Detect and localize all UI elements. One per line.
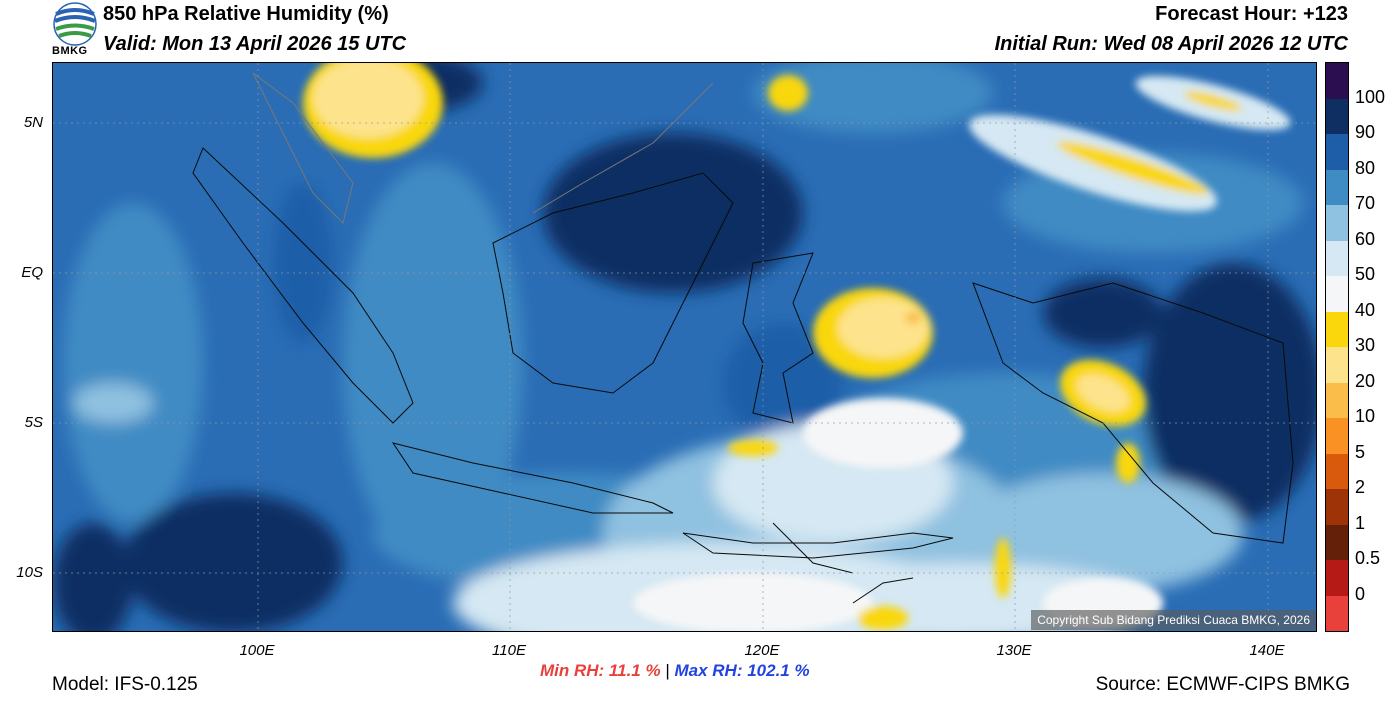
colorbar-cell (1326, 169, 1348, 205)
colorbar-cell (1326, 595, 1348, 631)
colorbar-label: 30 (1355, 335, 1376, 355)
colorbar-cell (1326, 347, 1348, 383)
colorbar (1325, 62, 1349, 632)
min-rh: Min RH: 11.1 % (540, 661, 661, 680)
rh-stats: Min RH: 11.1 % | Max RH: 102.1 % (540, 661, 810, 681)
colorbar-cell (1326, 311, 1348, 347)
colorbar-label: 70 (1355, 193, 1376, 213)
colorbar-label: 10 (1355, 406, 1376, 426)
colorbar-label: 5 (1355, 441, 1366, 462)
copyright-notice: Copyright Sub Bidang Prediksi Cuaca BMKG… (1031, 610, 1316, 630)
colorbar-cell (1326, 453, 1348, 489)
lat-label-5s: 5S (24, 414, 43, 431)
lat-label-5n: 5N (23, 114, 43, 131)
colorbar-label: 40 (1355, 299, 1376, 320)
lon-label-120e: 120E (744, 642, 780, 659)
colorbar-cell (1326, 276, 1348, 312)
colorbar-label: 20 (1355, 370, 1376, 391)
logo-text: BMKG (52, 45, 88, 57)
colorbar-label: 2 (1355, 477, 1366, 497)
lat-label-eq: EQ (21, 264, 43, 281)
colorbar-label: 100 (1355, 86, 1386, 107)
colorbar-cell (1326, 382, 1348, 418)
colorbar-label: 0 (1355, 583, 1366, 604)
lon-label-130e: 130E (996, 642, 1032, 659)
colorbar-cell (1326, 205, 1348, 241)
lon-label-110e: 110E (492, 642, 526, 659)
colorbar-cell (1326, 63, 1348, 99)
initial-run: Initial Run: Wed 08 April 2026 12 UTC (994, 33, 1348, 55)
colorbar-label: 1 (1355, 512, 1366, 533)
colorbar-cell (1326, 240, 1348, 276)
colorbar-cell (1326, 134, 1348, 170)
valid-time: Valid: Mon 13 April 2026 15 UTC (103, 33, 407, 55)
source-label: Source: ECMWF-CIPS BMKG (1095, 674, 1350, 695)
max-rh: Max RH: 102.1 % (674, 661, 810, 680)
colorbar-cell (1326, 560, 1348, 596)
colorbar-label: 60 (1355, 228, 1376, 249)
colorbar-label: 80 (1355, 157, 1376, 178)
colorbar-label: 50 (1355, 264, 1376, 284)
colorbar-cell (1326, 489, 1348, 525)
model-label: Model: IFS-0.125 (52, 674, 198, 695)
lon-label-140e: 140E (1249, 642, 1285, 659)
map-canvas (53, 63, 1316, 631)
chart-title: 850 hPa Relative Humidity (%) (103, 3, 389, 25)
humidity-map[interactable] (52, 62, 1317, 632)
forecast-hour: Forecast Hour: +123 (1155, 3, 1348, 25)
bmkg-logo (50, 2, 100, 60)
colorbar-cell (1326, 418, 1348, 454)
stats-separator: | (665, 661, 670, 680)
colorbar-label: 0.5 (1355, 548, 1381, 568)
colorbar-cell (1326, 98, 1348, 134)
colorbar-cell (1326, 524, 1348, 560)
lon-label-100e: 100E (239, 642, 275, 659)
lat-label-10s: 10S (16, 564, 43, 581)
colorbar-label: 90 (1355, 122, 1376, 142)
